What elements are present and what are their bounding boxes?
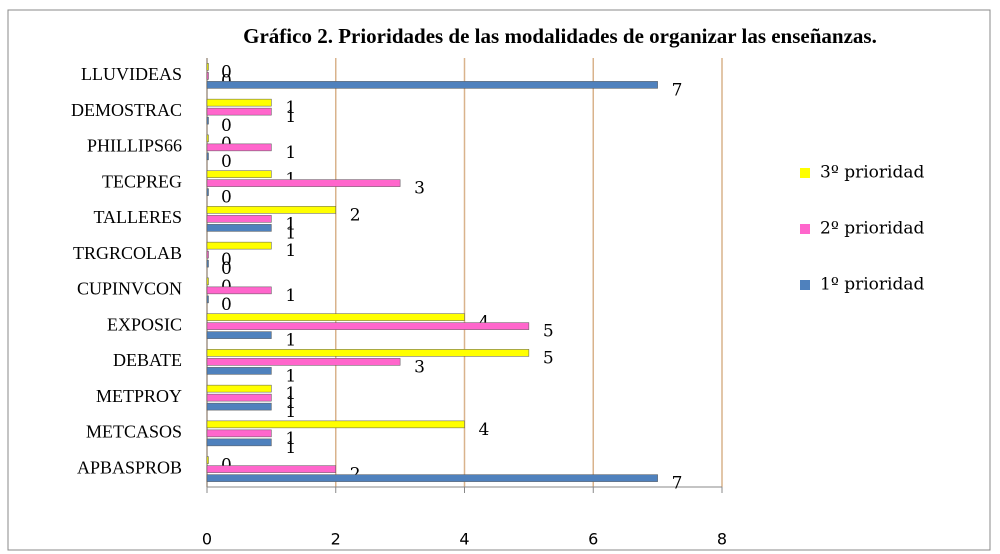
y-tick-label: EXPOSIC <box>107 314 182 334</box>
legend-label: 3º prioridad <box>820 163 924 183</box>
value-label: 1 <box>285 438 296 458</box>
bar <box>206 402 272 411</box>
value-label: 0 <box>221 116 232 136</box>
bar <box>206 456 209 464</box>
bar <box>206 393 272 402</box>
bar <box>206 313 465 321</box>
value-label: 1 <box>285 384 296 404</box>
chart-border <box>7 9 991 551</box>
x-tick-label: 6 <box>588 530 598 549</box>
legend-label: 2º prioridad <box>820 219 924 239</box>
value-label: 5 <box>543 322 554 342</box>
bar <box>206 188 209 196</box>
bar <box>206 358 401 366</box>
bar <box>206 277 209 286</box>
x-tick-label: 0 <box>202 530 212 549</box>
chart-title: Gráfico 2. Prioridades de las modalidade… <box>243 24 877 48</box>
value-label: 1 <box>285 286 296 306</box>
legend-swatch <box>800 224 810 234</box>
y-tick-label: TECPREG <box>102 171 182 191</box>
value-label: 0 <box>221 152 232 172</box>
bar <box>206 420 465 429</box>
bar <box>206 322 530 330</box>
bar <box>206 259 209 268</box>
value-label: 1 <box>285 223 296 243</box>
bar <box>206 429 272 438</box>
x-tick-label: 4 <box>459 530 469 549</box>
bar <box>206 474 658 482</box>
value-label: 0 <box>221 259 232 279</box>
bar <box>206 179 401 187</box>
x-tick-label: 2 <box>331 530 341 549</box>
legend-swatch <box>800 168 810 178</box>
legend-label: 1º prioridad <box>820 275 924 295</box>
x-tick-label: 8 <box>717 530 727 549</box>
bar <box>206 81 658 89</box>
value-label: 0 <box>221 295 232 315</box>
value-label: 1 <box>285 393 296 413</box>
value-label: 1 <box>285 241 296 261</box>
value-label: 1 <box>285 107 296 127</box>
value-label: 0 <box>221 188 232 208</box>
bar <box>206 438 272 447</box>
value-label: 1 <box>285 366 296 386</box>
bar <box>206 152 209 161</box>
bar <box>206 241 272 250</box>
value-label: 4 <box>479 420 490 440</box>
y-tick-label: DEBATE <box>113 350 182 370</box>
y-tick-label: TRGRCOLAB <box>73 243 182 263</box>
bar <box>206 349 530 357</box>
bar <box>206 206 336 214</box>
bar <box>206 224 272 232</box>
bar <box>206 170 272 178</box>
y-tick-label: APBASPROB <box>77 457 182 477</box>
value-label: 3 <box>414 179 425 199</box>
y-tick-label: CUPINVCON <box>77 279 182 299</box>
bar <box>206 134 209 143</box>
value-label: 1 <box>285 214 296 234</box>
bar <box>206 143 272 152</box>
y-tick-label: METPROY <box>96 386 182 406</box>
bar <box>206 367 272 375</box>
bar <box>206 250 209 259</box>
bar <box>206 331 272 339</box>
bar <box>206 295 209 304</box>
value-label: 1 <box>285 98 296 118</box>
value-label: 1 <box>285 429 296 449</box>
value-label: 7 <box>672 80 683 100</box>
bar <box>206 116 209 125</box>
bar <box>206 98 272 107</box>
value-label: 7 <box>672 474 683 494</box>
y-tick-label: DEMOSTRAC <box>71 100 182 120</box>
bar <box>206 465 336 473</box>
bar <box>206 384 272 393</box>
bar <box>206 72 209 80</box>
value-label: 5 <box>543 348 554 368</box>
y-tick-label: METCASOS <box>86 422 182 442</box>
value-label: 0 <box>221 250 232 270</box>
y-tick-label: PHILLIPS66 <box>87 136 182 156</box>
bar <box>206 215 272 223</box>
y-tick-label: TALLERES <box>93 207 182 227</box>
value-label: 1 <box>285 331 296 351</box>
value-label: 3 <box>414 357 425 377</box>
value-label: 1 <box>285 143 296 163</box>
y-tick-label: LLUVIDEAS <box>81 64 182 84</box>
value-label: 2 <box>350 205 361 225</box>
bar <box>206 107 272 116</box>
bar <box>206 63 209 71</box>
bar <box>206 286 272 295</box>
value-label: 1 <box>285 402 296 422</box>
legend-swatch <box>800 280 810 290</box>
value-label: 0 <box>221 62 232 82</box>
